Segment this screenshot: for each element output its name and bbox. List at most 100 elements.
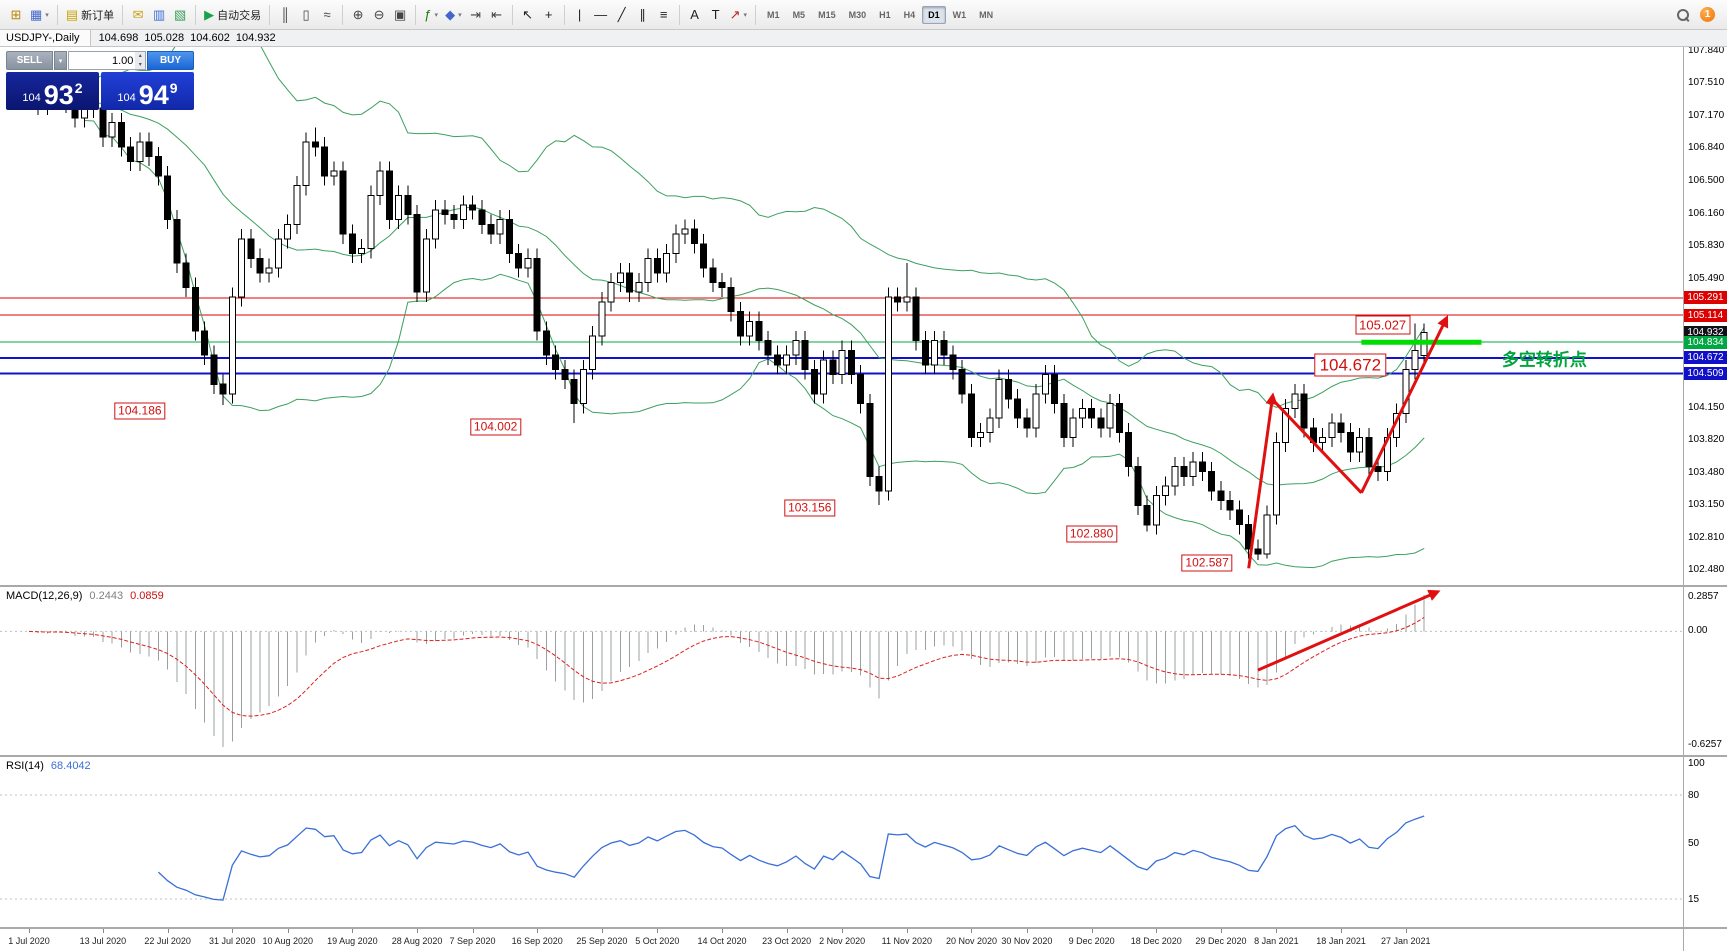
volume-input[interactable]: [69, 52, 136, 69]
fibonacci-button[interactable]: ≡: [654, 4, 674, 26]
trend-arrow[interactable]: [1360, 315, 1449, 494]
text-label-button: T: [711, 7, 720, 22]
channel-button[interactable]: ∥: [633, 4, 653, 26]
horizontal-line-button: —: [594, 7, 608, 22]
macd-panel[interactable]: MACD(12,26,9) 0.2443 0.0859: [0, 587, 1683, 755]
cursor-button[interactable]: ↖: [518, 4, 538, 26]
date-label: 18 Jan 2021: [1316, 936, 1366, 946]
mail-icon[interactable]: ✉: [128, 4, 148, 26]
market-watch-icon[interactable]: ▥: [149, 4, 169, 26]
candle: [1199, 461, 1206, 472]
macd-canvas[interactable]: [0, 587, 1683, 755]
crosshair-button[interactable]: +: [539, 4, 559, 26]
trade-options-dropdown[interactable]: ▾: [54, 51, 67, 70]
annotation-104-002[interactable]: 104.002: [469, 418, 522, 436]
timeframe-mn[interactable]: MN: [979, 9, 994, 20]
sell-button[interactable]: SELL: [6, 51, 53, 70]
chart-title-tab[interactable]: USDJPY-,Daily: [0, 30, 91, 46]
candle: [968, 393, 975, 438]
vertical-line-button[interactable]: |: [570, 4, 590, 26]
timeframe-m15[interactable]: M15: [818, 9, 836, 20]
candle: [1263, 514, 1271, 555]
tile-windows-button[interactable]: ▣: [390, 4, 410, 26]
line-chart-type-button[interactable]: ≈: [317, 4, 337, 26]
sell-price-tile[interactable]: 104 93 2: [6, 72, 99, 110]
buy-price-tile[interactable]: 104 94 9: [101, 72, 194, 110]
annotation-pivot-note[interactable]: 多空转折点: [1501, 350, 1587, 370]
annotation-102-880[interactable]: 102.880: [1065, 525, 1118, 543]
objects-button[interactable]: ◆ ▾: [442, 4, 465, 26]
candlestick-type-button[interactable]: ▯: [296, 4, 316, 26]
timeframe-m1[interactable]: M1: [767, 9, 780, 20]
auto-scroll-button[interactable]: ⇥: [466, 4, 486, 26]
chart-shift-button: ⇤: [491, 7, 503, 22]
text-label-button[interactable]: T: [706, 4, 726, 26]
trend-arrow[interactable]: [1273, 400, 1363, 494]
annotation-103-156[interactable]: 103.156: [784, 499, 836, 517]
panel-separator[interactable]: [0, 755, 1727, 757]
fibonacci-button: ≡: [659, 7, 668, 22]
horizontal-line-button[interactable]: —: [591, 4, 611, 26]
toolbar-separator: [755, 4, 757, 25]
price-chart-canvas[interactable]: [0, 47, 1683, 585]
annotation-105-027[interactable]: 105.027: [1355, 315, 1411, 335]
chart-profiles-button[interactable]: ▦ ▾: [27, 4, 52, 26]
rsi-panel[interactable]: RSI(14) 68.4042: [0, 757, 1683, 929]
candle: [1078, 408, 1086, 419]
volume-down-button[interactable]: ▾: [135, 60, 145, 69]
new-order-button[interactable]: ▤ 新订单: [63, 4, 117, 26]
rsi-axis-label: 15: [1688, 894, 1700, 905]
trend-arrow[interactable]: [1247, 392, 1278, 569]
timeframe-w1[interactable]: W1: [952, 9, 967, 20]
new-chart-button[interactable]: ⊞: [6, 4, 26, 26]
timeframe-h4[interactable]: H4: [903, 9, 916, 20]
annotation-102-587[interactable]: 102.587: [1181, 554, 1233, 572]
timeframe-h1[interactable]: H1: [879, 9, 891, 20]
zoom-out-button[interactable]: ⊖: [369, 4, 389, 26]
navigator-icon[interactable]: ▧: [170, 4, 190, 26]
chart-shift-button[interactable]: ⇤: [487, 4, 507, 26]
auto-trading-button[interactable]: ▶ 自动交易: [201, 4, 264, 26]
timeframe-d1[interactable]: D1: [922, 5, 946, 24]
trend-arrow[interactable]: [1257, 589, 1441, 672]
candle: [459, 204, 467, 220]
candle: [432, 209, 440, 240]
date-axis[interactable]: 1 Jul 2020 13 Jul 2020 22 Jul 2020 31 Jul 2…: [0, 929, 1683, 951]
timeframe-m30[interactable]: M30: [848, 9, 867, 20]
candle: [1235, 509, 1243, 526]
indicators-button[interactable]: ƒ ▾: [421, 4, 441, 26]
auto-scroll-button: ⇥: [470, 7, 482, 22]
candle: [256, 257, 264, 274]
candle: [247, 238, 255, 259]
sell-price-pip: 2: [74, 80, 83, 96]
annotation-104-186[interactable]: 104.186: [114, 402, 166, 420]
rsi-canvas[interactable]: [0, 757, 1683, 929]
timeframe-m5[interactable]: M5: [792, 9, 806, 20]
zoom-in-button[interactable]: ⊕: [348, 4, 368, 26]
chevron-down-icon: ▾: [58, 57, 63, 65]
main-chart-panel[interactable]: 104.186 104.002 103.156 102.880 102.587 104.6…: [0, 47, 1683, 585]
date-tick: [786, 929, 788, 933]
bar-chart-type-button: ║: [280, 7, 290, 22]
price-axis[interactable]: 107.840 107.510 107.170 106.840 106.500 106.1…: [1683, 45, 1727, 929]
panel-separator[interactable]: [0, 585, 1727, 587]
candle: [219, 383, 227, 395]
annotation-104-672[interactable]: 104.672: [1314, 353, 1387, 377]
candle: [99, 107, 107, 138]
trendline-button[interactable]: ╱: [612, 4, 632, 26]
search-icon[interactable]: [1676, 8, 1690, 22]
candle: [1115, 403, 1123, 434]
buy-button[interactable]: BUY: [147, 51, 194, 70]
arrow-tools-button[interactable]: ↗ ▾: [727, 4, 750, 26]
candle: [700, 243, 707, 269]
candle: [496, 219, 504, 235]
text-button[interactable]: A: [685, 4, 705, 26]
bar-chart-type-button[interactable]: ║: [275, 4, 295, 26]
notifications-icon[interactable]: 1: [1700, 7, 1715, 22]
toolbar-group: ↖ +: [516, 4, 561, 26]
candle: [810, 369, 818, 395]
candle: [1171, 466, 1179, 487]
candle: [542, 330, 550, 356]
volume-up-button[interactable]: ▴: [135, 52, 145, 61]
new-order-icon: ▤: [65, 7, 79, 22]
